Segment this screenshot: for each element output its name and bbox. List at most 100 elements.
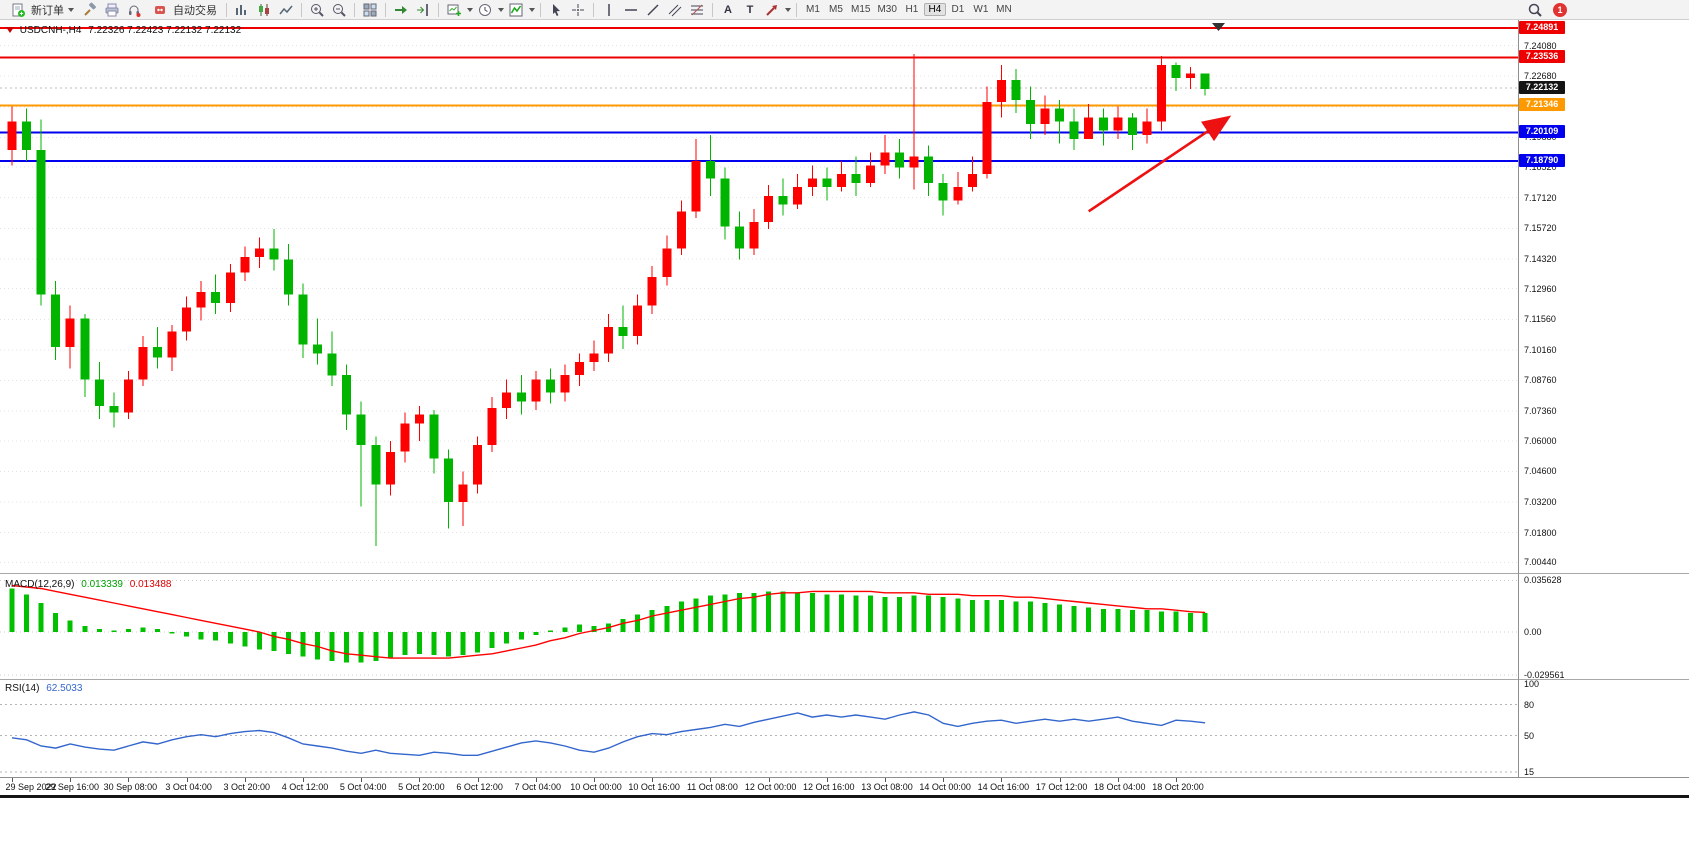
time-axis-tick xyxy=(652,778,654,782)
tile-windows-icon[interactable] xyxy=(360,2,380,18)
axis-label: 0.035628 xyxy=(1524,575,1562,586)
axis-label: 7.18520 xyxy=(1524,162,1557,173)
axis-label: 7.22680 xyxy=(1524,71,1557,82)
time-axis-label: 29 Sep 16:00 xyxy=(45,782,99,792)
axis-label: 7.08760 xyxy=(1524,375,1557,386)
vertical-line-icon[interactable] xyxy=(599,2,619,18)
chart-shift-icon[interactable] xyxy=(413,2,433,18)
time-axis-label: 30 Sep 08:00 xyxy=(103,782,158,792)
time-axis-tick xyxy=(186,778,188,782)
panel-separator[interactable] xyxy=(0,573,1689,574)
time-axis-tick xyxy=(419,778,421,782)
cursor-icon[interactable] xyxy=(546,2,566,18)
bar-chart-icon[interactable] xyxy=(232,2,252,18)
timeframe-button-h1[interactable]: H1 xyxy=(905,4,919,15)
timeframe-button-m1[interactable]: M1 xyxy=(806,4,820,15)
axis-label: 7.01800 xyxy=(1524,527,1557,538)
zoom-out-icon[interactable] xyxy=(329,2,349,18)
crosshair-icon[interactable] xyxy=(568,2,588,18)
label-tool-icon[interactable]: T xyxy=(746,3,754,16)
rsi-plot[interactable] xyxy=(0,682,1518,777)
axis-label: 100 xyxy=(1524,679,1540,690)
time-axis-label: 12 Oct 16:00 xyxy=(803,782,855,792)
new-order-button[interactable]: 新订单 xyxy=(4,1,78,19)
timeframe-button-h4[interactable]: H4 xyxy=(923,3,946,16)
periods-clock-icon[interactable] xyxy=(475,2,495,18)
time-axis-tick xyxy=(710,778,712,782)
price-tag-7.23536: 7.23536 xyxy=(1519,50,1565,64)
channel-icon[interactable] xyxy=(665,2,685,18)
time-axis-label: 18 Oct 20:00 xyxy=(1152,782,1204,792)
chart-symbol-period: USDCNH-,H4 xyxy=(19,25,82,36)
new-chart-icon[interactable] xyxy=(444,2,464,18)
symbol-marker-icon xyxy=(6,27,14,33)
time-axis-tick xyxy=(768,778,770,782)
auto-scroll-icon[interactable] xyxy=(391,2,411,18)
trendline-icon[interactable] xyxy=(643,2,663,18)
timeframe-button-mn[interactable]: MN xyxy=(996,4,1012,15)
time-axis-tick xyxy=(12,778,13,782)
new-order-icon xyxy=(8,2,28,18)
zoom-in-icon[interactable] xyxy=(307,2,327,18)
horizontal-line-icon[interactable] xyxy=(621,2,641,18)
price-axis-border xyxy=(1518,20,1519,777)
time-axis-tick xyxy=(70,778,72,782)
toolbar-separator xyxy=(593,2,594,17)
rsi-label: RSI(14) 62.5033 xyxy=(5,683,86,694)
time-axis-tick xyxy=(1176,778,1177,782)
axis-label: 7.04600 xyxy=(1524,466,1557,477)
fibonacci-icon[interactable] xyxy=(687,2,707,18)
panel-separator[interactable] xyxy=(0,679,1689,680)
axis-label: 80 xyxy=(1524,699,1535,710)
time-axis-label: 5 Oct 20:00 xyxy=(398,782,445,792)
chevron-down-icon xyxy=(498,7,504,12)
line-chart-icon[interactable] xyxy=(276,2,296,18)
price-axis[interactable]: 7.240807.226807.212807.198807.185207.171… xyxy=(1518,20,1689,780)
toolbar-separator xyxy=(438,2,439,17)
time-axis-tick xyxy=(361,778,363,782)
axis-label: 7.24080 xyxy=(1524,40,1557,51)
hammer-icon[interactable] xyxy=(80,2,100,18)
search-icon[interactable] xyxy=(1525,2,1545,18)
timeframe-button-m30[interactable]: M30 xyxy=(877,4,897,15)
time-axis-label: 14 Oct 00:00 xyxy=(919,782,971,792)
time-axis-tick xyxy=(477,778,479,782)
headset-icon[interactable] xyxy=(124,2,144,18)
rsi-value: 62.5033 xyxy=(46,683,83,694)
time-axis-tick xyxy=(535,778,537,782)
macd-plot[interactable] xyxy=(0,578,1518,677)
candlestick-chart-icon[interactable] xyxy=(254,2,274,18)
time-axis-label: 12 Oct 00:00 xyxy=(744,782,797,792)
main-chart-plot[interactable] xyxy=(0,20,1518,572)
chevron-down-icon xyxy=(785,7,791,12)
window-bottom-border xyxy=(0,795,1689,798)
axis-label: 50 xyxy=(1524,730,1535,741)
macd-params: MACD(12,26,9) xyxy=(5,579,75,590)
axis-label: 7.00440 xyxy=(1524,557,1557,568)
autotrade-button[interactable]: 自动交易 xyxy=(146,1,221,19)
indicators-icon[interactable] xyxy=(506,2,526,18)
timeframe-button-m5[interactable]: M5 xyxy=(829,4,843,15)
time-axis[interactable]: 29 Sep 2022 29 Sep 16:00 30 Sep 08:00 3 Oct… xyxy=(0,777,1689,794)
arrows-tool-icon[interactable] xyxy=(762,2,782,18)
time-axis-label: 13 Oct 08:00 xyxy=(861,782,913,792)
toolbar-separator xyxy=(226,2,227,17)
axis-label: 7.14320 xyxy=(1524,253,1557,264)
timeframe-button-w1[interactable]: W1 xyxy=(973,4,989,15)
time-axis-tick xyxy=(826,778,828,782)
timeframe-button-m15[interactable]: M15 xyxy=(851,4,871,15)
toolbar-separator xyxy=(385,2,386,17)
axis-label: -0.029561 xyxy=(1524,669,1565,680)
macd-signal-value: 0.013488 xyxy=(129,579,172,590)
axis-label: 7.06000 xyxy=(1524,435,1557,446)
printer-icon[interactable] xyxy=(102,2,122,18)
text-tool-icon[interactable]: A xyxy=(724,3,732,16)
price-tag-7.20109: 7.20109 xyxy=(1519,125,1565,139)
time-axis-label: 4 Oct 12:00 xyxy=(281,782,329,792)
notification-badge[interactable]: 1 xyxy=(1553,2,1567,17)
macd-label: MACD(12,26,9) 0.013339 0.013488 xyxy=(5,579,175,590)
timeframe-button-d1[interactable]: D1 xyxy=(951,4,965,15)
toolbar-separator xyxy=(796,2,797,17)
new-order-label: 新订单 xyxy=(31,4,64,17)
chevron-down-icon xyxy=(68,7,74,12)
